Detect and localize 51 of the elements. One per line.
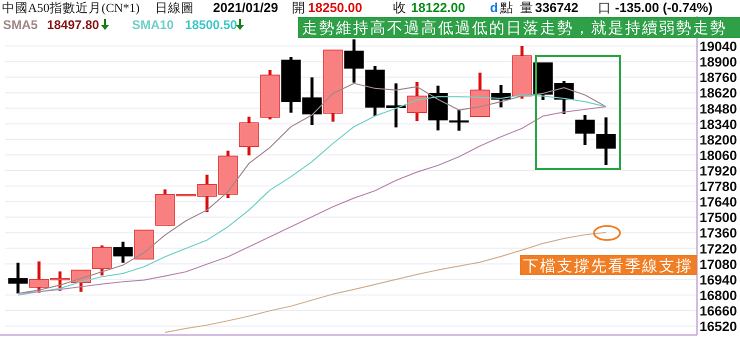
y-tick-label: 18340	[699, 116, 737, 132]
candlestick	[596, 117, 616, 166]
y-tick-label: 16940	[699, 272, 737, 288]
y-tick-label: 18060	[699, 148, 737, 163]
text: 收	[393, 0, 406, 15]
text: 點	[499, 0, 513, 15]
candlestick	[323, 50, 343, 122]
text: 18122.00	[411, 0, 466, 15]
candlestick	[344, 39, 364, 83]
text: 口	[598, 0, 611, 15]
annotation: 18497.80	[47, 18, 100, 32]
y-tick-label: 17080	[699, 256, 737, 272]
candlestick	[449, 109, 469, 131]
candlestick	[134, 230, 154, 260]
text: 開	[292, 0, 305, 15]
y-tick-label: 18620	[699, 86, 737, 101]
text: -135.00 (-0.74%)	[615, 0, 713, 15]
text: 18250.00	[308, 0, 362, 15]
y-tick-label: 19040	[699, 39, 737, 54]
text: SMA10	[132, 18, 174, 32]
candlestick	[428, 86, 448, 130]
y-tick-label: 17220	[699, 241, 737, 256]
candlestick	[239, 116, 259, 156]
y-tick-label: 16520	[699, 319, 737, 334]
y-tick-label: 16800	[699, 288, 737, 303]
text: 量	[520, 0, 533, 15]
y-tick-label: 17360	[699, 226, 737, 241]
text: 2021/01/29	[213, 0, 278, 15]
candlestick	[260, 70, 280, 120]
candlestick	[470, 72, 490, 117]
annotation: 走勢維持高不過高低過低的日落走勢，就是持續弱勢走勢	[302, 19, 727, 37]
y-tick-label: 16660	[699, 304, 737, 319]
y-tick-label: 17920	[699, 164, 737, 178]
candlestick	[113, 242, 133, 263]
y-tick-label: 18760	[699, 70, 737, 86]
candlestick	[407, 82, 427, 122]
y-tick-label: 17500	[699, 210, 737, 226]
annotation: 下檔支撐先看季線支撐	[523, 257, 693, 275]
candlestick	[575, 115, 595, 146]
y-tick-label: 17640	[699, 194, 737, 210]
y-tick-label: 18900	[699, 54, 737, 70]
y-tick-label: 18200	[699, 132, 737, 148]
text: SMA5	[3, 18, 38, 32]
annotation: 18500.50	[185, 18, 238, 32]
text: 336742	[535, 0, 578, 15]
text: d	[490, 0, 498, 15]
chart-subtitle: 日線圖	[155, 1, 194, 15]
y-tick-label: 18480	[699, 101, 737, 116]
candlestick	[8, 262, 28, 294]
y-tick-label: 17780	[699, 179, 737, 194]
chart-title: 中國A50指數近月(CN*1)	[2, 1, 140, 15]
